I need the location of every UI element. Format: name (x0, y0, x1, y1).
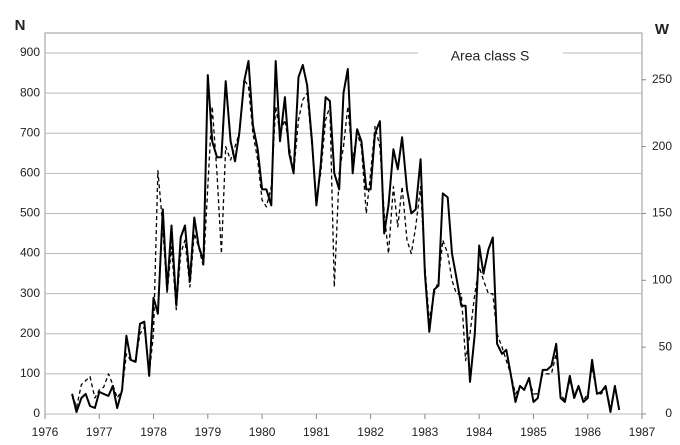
y-tick-label: 800 (20, 85, 40, 99)
x-tick-label: 1984 (466, 425, 493, 439)
y-tick-label: 200 (20, 326, 40, 340)
y-axis-label: N (15, 17, 26, 34)
y2-tick-label: 200 (652, 139, 672, 153)
y2-tick-label: 50 (659, 339, 673, 353)
x-tick-label: 1977 (86, 425, 113, 439)
x-tick-label: 1981 (303, 425, 330, 439)
annotation-box (418, 42, 563, 72)
x-tick-label: 1985 (520, 425, 547, 439)
series-line (71, 60, 621, 413)
x-tick-label: 1979 (194, 425, 221, 439)
y-tick-label: 600 (20, 166, 40, 180)
x-tick-label: 1986 (574, 425, 601, 439)
x-tick-label: 1976 (32, 425, 59, 439)
y-tick-label: 100 (20, 366, 40, 380)
x-tick-label: 1987 (629, 425, 656, 439)
y2-axis-label: W (655, 21, 670, 38)
y2-tick-label: 0 (665, 406, 672, 420)
x-tick-label: 1980 (249, 425, 276, 439)
y-tick-label: 0 (33, 406, 40, 420)
y2-tick-label: 250 (652, 72, 672, 86)
x-tick-label: 1983 (412, 425, 439, 439)
y2-tick-label: 100 (652, 272, 672, 286)
y2-tick-label: 150 (652, 206, 672, 220)
annotation: Area class S (451, 48, 530, 64)
x-tick-label: 1982 (357, 425, 384, 439)
y-tick-label: 500 (20, 206, 40, 220)
y-tick-label: 900 (20, 45, 40, 59)
y-tick-label: 300 (20, 286, 40, 300)
y-tick-label: 700 (20, 125, 40, 139)
series-line (71, 79, 620, 408)
x-tick-label: 1978 (140, 425, 167, 439)
y-tick-label: 400 (20, 246, 40, 260)
